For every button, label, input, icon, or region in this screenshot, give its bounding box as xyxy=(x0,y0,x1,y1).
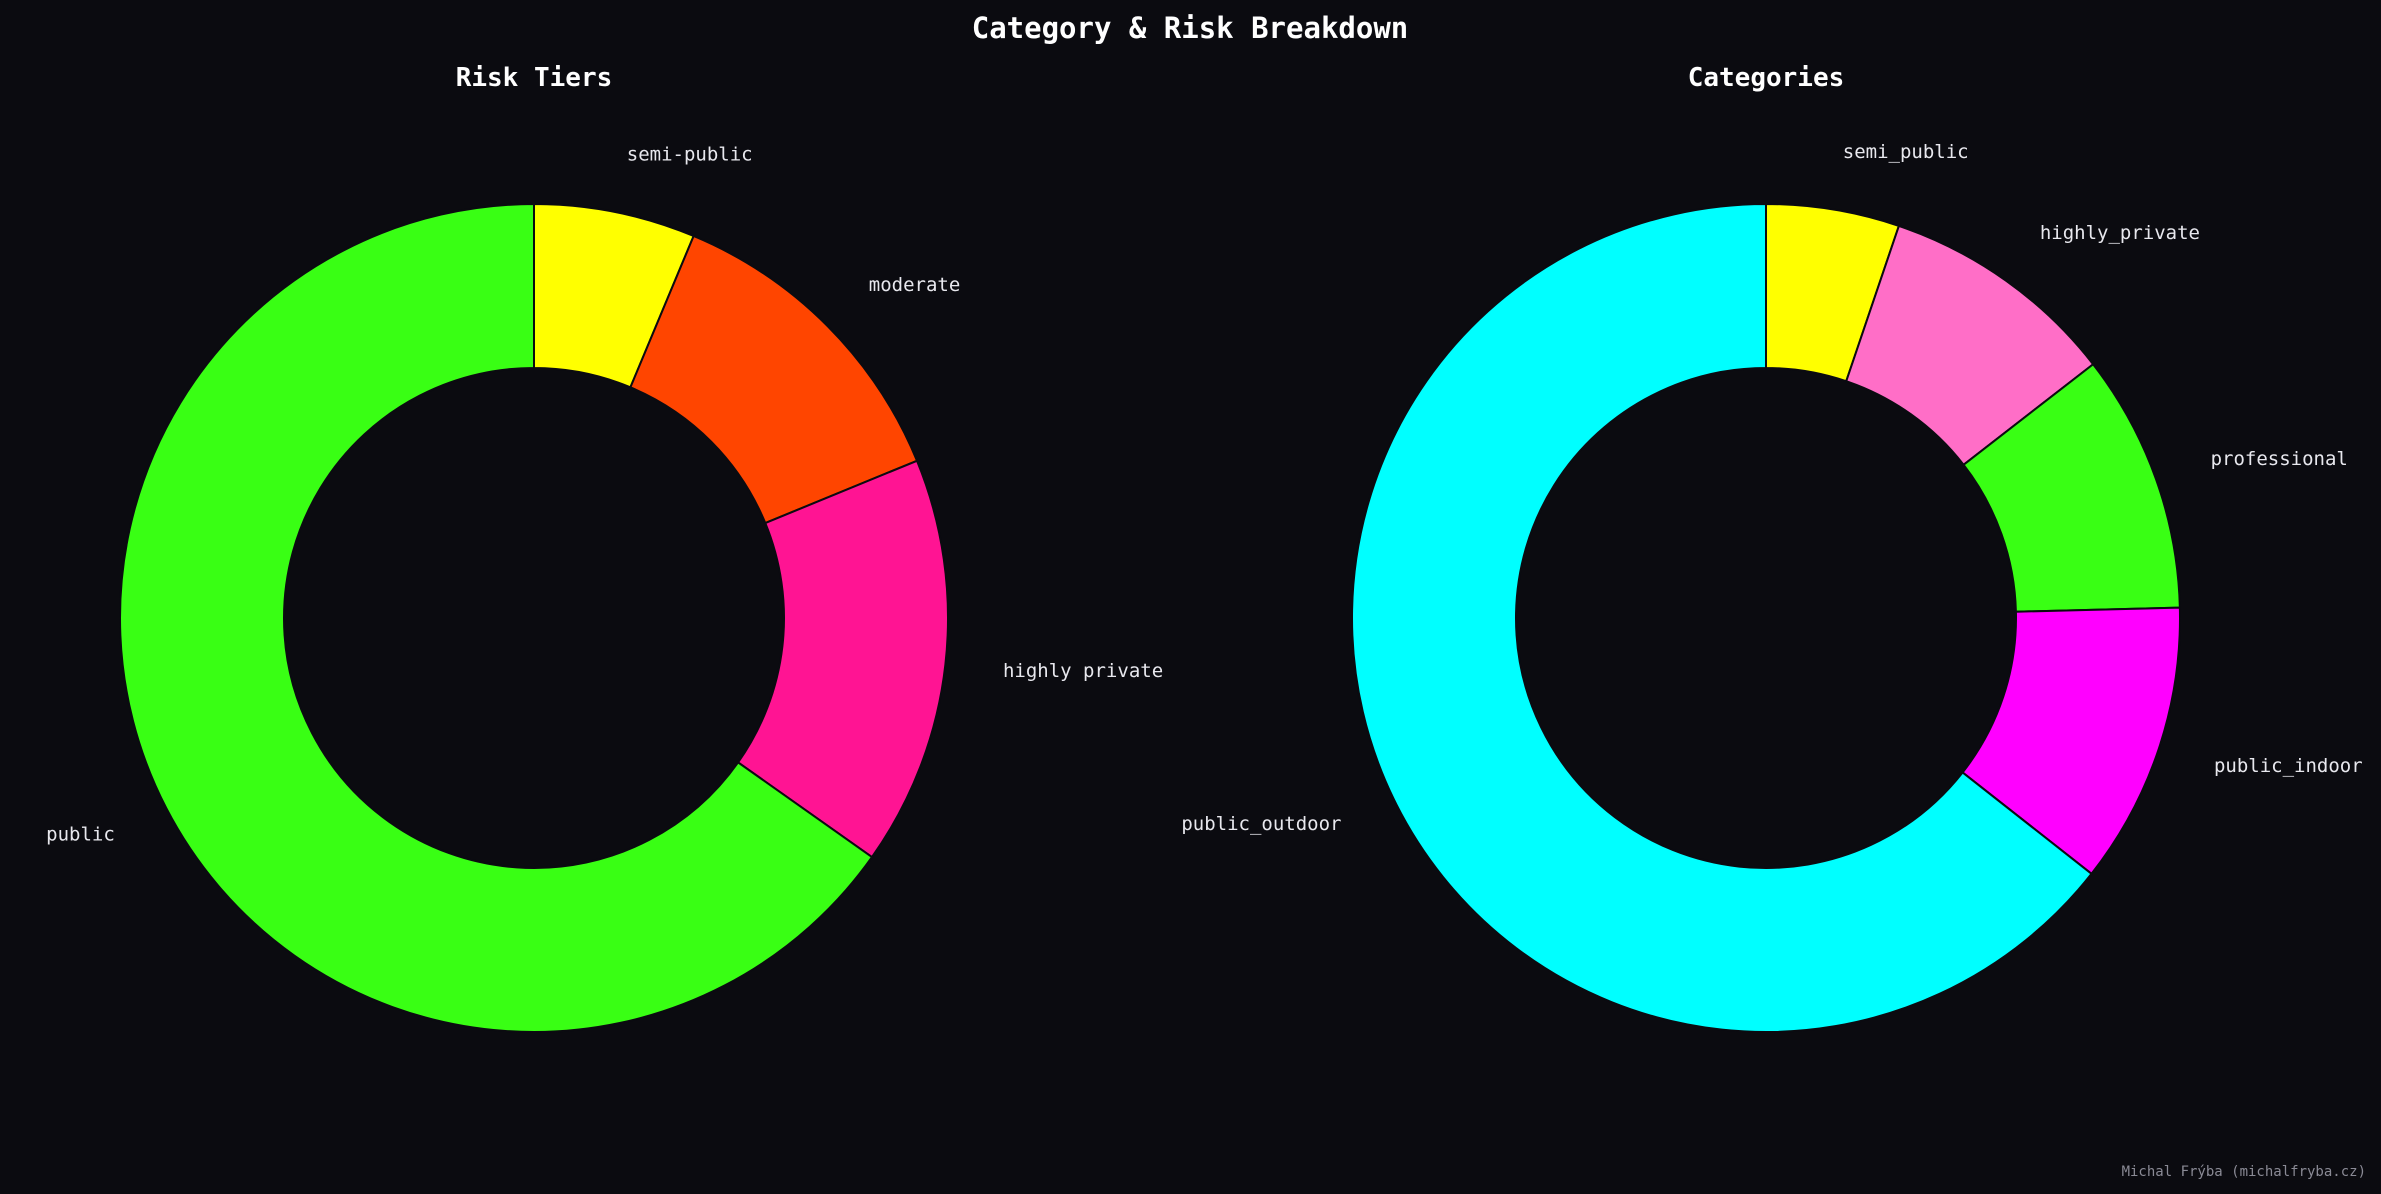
chart-title-risk-tiers: Risk Tiers xyxy=(456,63,613,93)
slice-public-outdoor xyxy=(1351,202,2093,1033)
slice-label-moderate: moderate xyxy=(869,274,961,296)
credit-text: Michal Frýba (michalfryba.cz) xyxy=(2122,1164,2366,1180)
slice-label-public-outdoor: public_outdoor xyxy=(1181,813,1341,835)
slice-label-public: public xyxy=(46,823,115,845)
slice-label-semi-public: semi_public xyxy=(1843,141,1969,163)
figure-title: Category & Risk Breakdown xyxy=(972,11,1409,45)
slice-label-professional: professional xyxy=(2211,448,2348,470)
chart-title-categories: Categories xyxy=(1688,63,1845,93)
slice-label-semi-public: semi-public xyxy=(627,144,753,166)
slice-label-highly-private: highly private xyxy=(1003,660,1163,682)
slice-label-highly-private: highly_private xyxy=(2040,222,2200,244)
slice-label-public-indoor: public_indoor xyxy=(2214,755,2363,777)
risk-tiers-donut-chart: Risk Tiers semi-public moderate highly pri… xyxy=(46,63,1163,1033)
slice-moderate xyxy=(629,234,919,525)
slice-public xyxy=(119,202,874,1033)
slice-highly-private xyxy=(736,459,949,859)
categories-donut-chart: Categories semi_public highly_privateprof… xyxy=(1181,63,2363,1033)
